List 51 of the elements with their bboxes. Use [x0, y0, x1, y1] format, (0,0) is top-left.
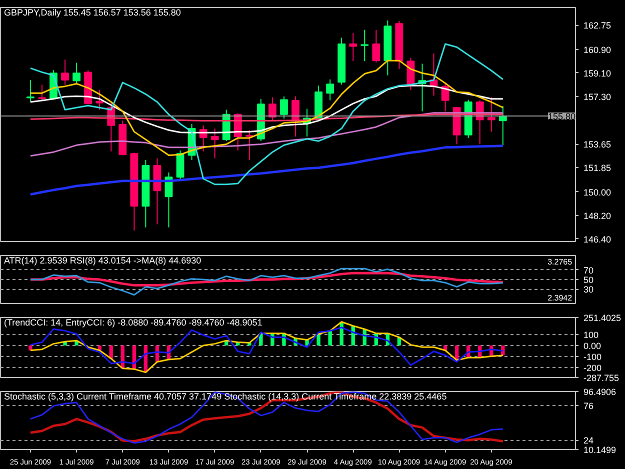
line-series	[29, 272, 504, 286]
candlestick	[280, 96, 288, 120]
y-tick-label: 151.85	[584, 163, 612, 174]
y-tick-label: 159.10	[584, 68, 612, 78]
y-tick-label: 70	[584, 265, 594, 276]
candlestick	[96, 89, 104, 110]
text: 2.3942	[548, 294, 573, 303]
y-tick-label: -287.755	[584, 373, 620, 383]
chart-title: (TrendCCI: 14, EntryCCI: 6) -8.0880 -89.4760 -89.4760 -48.9051	[4, 318, 262, 328]
y-tick-label: 50	[584, 275, 594, 285]
candlestick	[372, 29, 380, 63]
candlestick	[487, 96, 496, 132]
candlestick	[360, 29, 369, 62]
candlestick	[26, 80, 34, 102]
candlestick	[72, 62, 81, 84]
y-tick-label: 148.20	[584, 210, 612, 221]
y-tick-label: 251.4025	[584, 313, 622, 323]
y-tick-label: 153.65	[584, 140, 612, 150]
candlestick	[210, 128, 219, 159]
y-tick-label: 160.90	[584, 44, 612, 55]
candlestick	[268, 96, 276, 122]
line-series	[30, 326, 504, 366]
text: 3.2765	[548, 257, 573, 266]
y-tick-label: 162.75	[584, 20, 612, 31]
y-tick-label: 146.40	[584, 234, 612, 244]
y-tick-label: 76	[584, 400, 594, 411]
y-tick-label: 0.00	[584, 340, 602, 351]
y-tick-label: -200	[584, 363, 602, 374]
line-series	[30, 60, 504, 156]
candlestick	[326, 78, 334, 101]
chart-title: GBPJPY,Daily 155.45 156.57 153.56 155.80	[4, 8, 181, 18]
y-tick-label: 157.30	[584, 92, 612, 102]
candlestick	[349, 32, 358, 62]
bar	[316, 334, 320, 346]
chart-title: ATR(14) 2.9539 RSI(8) 43.0154 ->MA(8) 44.6930	[4, 256, 202, 266]
y-tick-label: -100	[584, 352, 602, 362]
y-tick-label: 10.1499	[584, 445, 616, 455]
ref-line-label: 155.80	[548, 112, 576, 122]
bar	[28, 345, 32, 350]
candlestick	[61, 59, 69, 86]
y-tick-label: 30	[584, 284, 594, 295]
line-series	[30, 43, 504, 186]
bar	[328, 330, 332, 346]
line-series	[30, 268, 504, 296]
y-tick-label: 150.00	[584, 187, 612, 198]
line-series	[29, 144, 504, 196]
candlestick	[245, 130, 254, 160]
y-tick-label: 100	[584, 330, 599, 340]
y-tick-label: 24	[584, 436, 594, 446]
y-tick-label: 96.4906	[584, 387, 616, 397]
candlestick	[38, 84, 46, 101]
